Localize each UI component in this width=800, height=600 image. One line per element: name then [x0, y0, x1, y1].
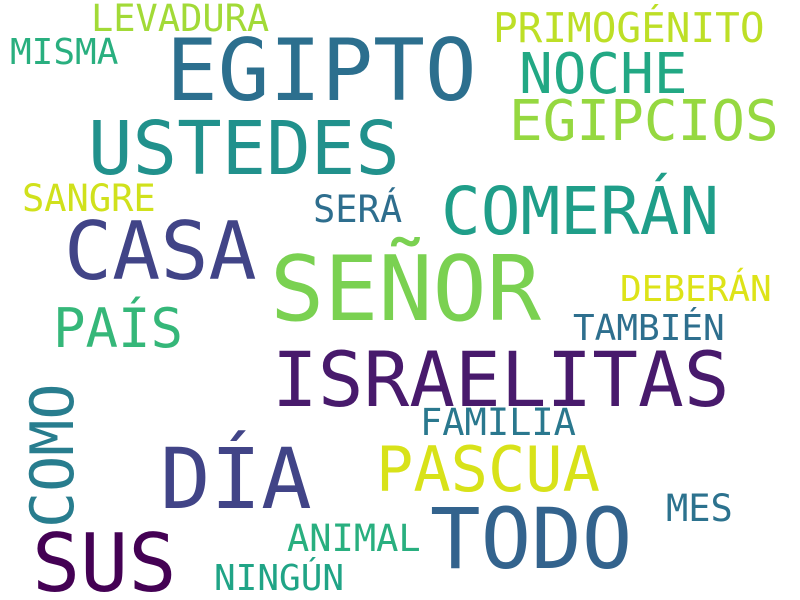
word-misma: MISMA: [10, 32, 119, 73]
word-ningun: NINGÚN: [214, 558, 345, 599]
word-como: COMO: [18, 383, 88, 529]
word-sera: SERÁ: [313, 188, 403, 231]
word-pais: PAÍS: [53, 297, 184, 360]
word-mes: MES: [666, 487, 733, 530]
word-todo: TODO: [430, 490, 633, 588]
word-primogenito: PRIMOGÉNITO: [493, 4, 765, 52]
word-egipcios: EGIPCIOS: [509, 89, 779, 154]
word-tambien: TAMBIÉN: [573, 308, 725, 349]
word-sus: SUS: [32, 517, 177, 600]
word-casa: CASA: [64, 205, 257, 298]
word-senor: SEÑOR: [270, 237, 541, 342]
word-levadura: LEVADURA: [91, 0, 270, 40]
word-dia: DÍA: [160, 430, 312, 528]
word-animal: ANIMAL: [287, 517, 421, 560]
word-noche: NOCHE: [519, 42, 688, 107]
word-deberan: DEBERÁN: [620, 269, 772, 310]
word-familia: FAMILIA: [420, 401, 576, 444]
word-pascua: PASCUA: [376, 433, 600, 506]
word-israelitas: ISRAELITAS: [272, 335, 730, 424]
word-comeran: COMERÁN: [441, 173, 720, 250]
word-sangre: SANGRE: [22, 177, 156, 220]
word-ustedes: USTEDES: [88, 106, 400, 192]
word-egipto: EGIPTO: [166, 21, 477, 121]
